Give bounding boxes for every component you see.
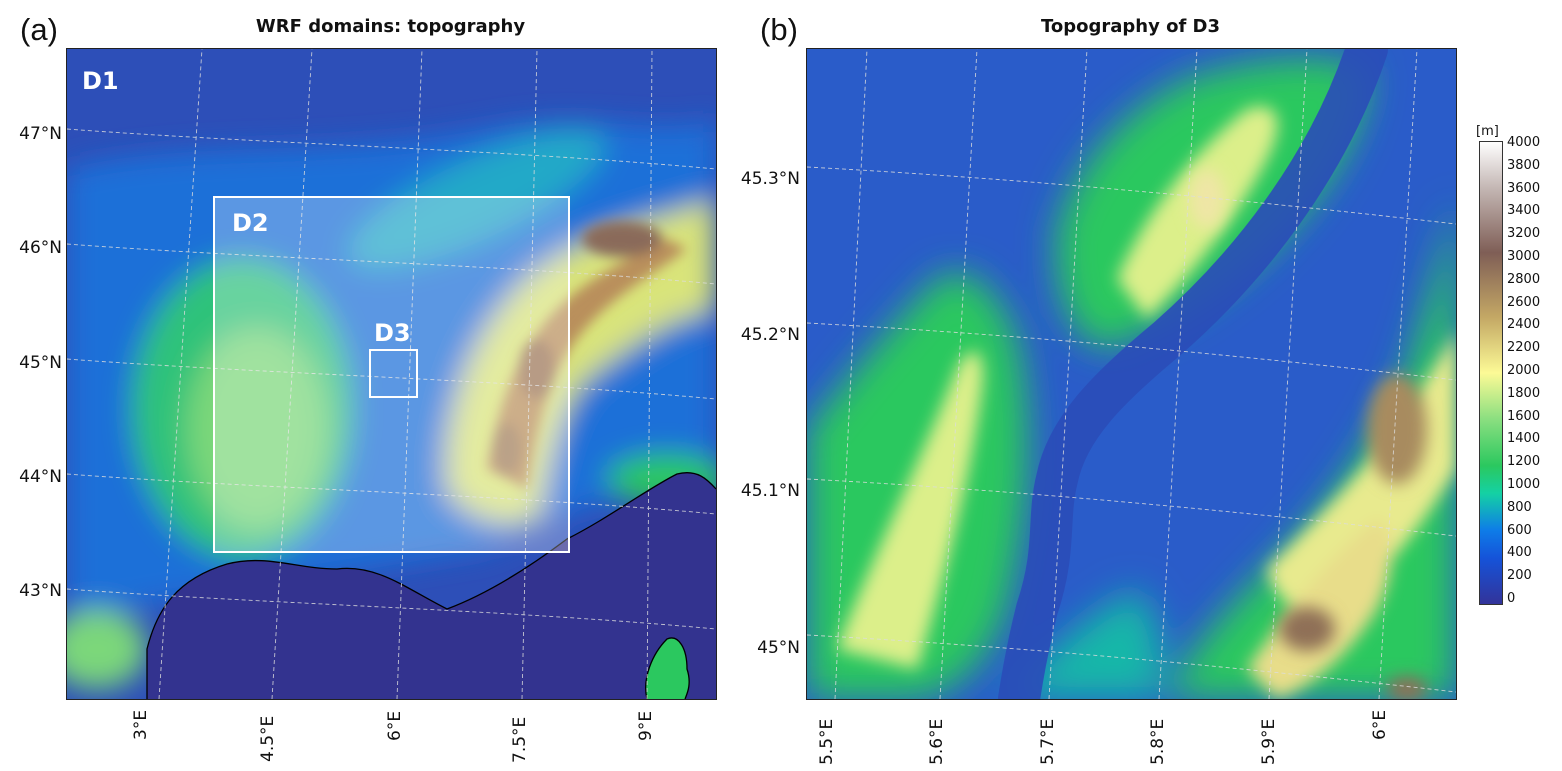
- colorbar-tick-label: 3400: [1507, 203, 1541, 219]
- colorbar-tick-label: 200: [1507, 568, 1532, 584]
- colorbar-tick-label: 1400: [1507, 431, 1541, 447]
- colorbar-unit: [m]: [1476, 124, 1499, 139]
- lon-label-9e: 9°E: [636, 710, 656, 741]
- lat-label-47: 47°N: [19, 124, 62, 144]
- lat-label-45-2: 45.2°N: [740, 325, 800, 345]
- panel-b-title: Topography of D3: [1040, 16, 1221, 37]
- colorbar-tick-label: 1600: [1507, 408, 1541, 424]
- lon-label-7-5e: 7.5°E: [510, 716, 530, 763]
- d2-label: D2: [232, 209, 269, 237]
- colorbar-tick-label: 400: [1507, 545, 1532, 561]
- colorbar-tick-label: 3600: [1507, 180, 1541, 196]
- colorbar-tick-label: 4000: [1507, 135, 1541, 150]
- map-panel-b: [806, 48, 1457, 700]
- lon-label-6e: 6°E: [385, 710, 405, 741]
- lon-label-5-7e: 5.7°E: [1038, 718, 1058, 765]
- panel-b-letter: (b): [760, 12, 798, 47]
- d3-label: D3: [374, 319, 411, 347]
- lat-label-45: 45°N: [19, 353, 62, 373]
- colorbar-tick-label: 2600: [1507, 294, 1541, 310]
- colorbar-tick-label: 1200: [1507, 454, 1541, 470]
- topography-map-a: [67, 49, 716, 699]
- colorbar-tick-label: 1800: [1507, 385, 1541, 401]
- map-panel-a: D1 D2 D3: [66, 48, 717, 700]
- d2-domain-box: [213, 196, 570, 553]
- lon-label-5-9e: 5.9°E: [1259, 718, 1279, 765]
- lat-label-45-3: 45.3°N: [740, 169, 800, 189]
- topography-map-b: [807, 49, 1456, 699]
- lon-label-5-5e: 5.5°E: [817, 718, 837, 765]
- colorbar-tick-label: 3200: [1507, 226, 1541, 242]
- colorbar-tick-label: 2000: [1507, 363, 1541, 378]
- panel-a-letter: (a): [20, 12, 58, 47]
- colorbar-tick-label: 600: [1507, 522, 1532, 538]
- d3-domain-box: [369, 349, 418, 398]
- panel-a-title: WRF domains: topography: [255, 16, 526, 37]
- d1-label: D1: [82, 67, 119, 95]
- colorbar-tick-label: 2800: [1507, 271, 1541, 287]
- lon-label-5-8e: 5.8°E: [1148, 718, 1168, 765]
- lon-label-4-5e: 4.5°E: [258, 715, 278, 762]
- colorbar-tick-label: 0: [1507, 591, 1516, 606]
- colorbar-tick-label: 800: [1507, 499, 1532, 515]
- colorbar-tick-label: 1000: [1507, 477, 1541, 492]
- lat-label-45-1: 45.1°N: [740, 481, 800, 501]
- colorbar-tick-label: 2400: [1507, 317, 1541, 333]
- lon-label-5-6e: 5.6°E: [927, 718, 947, 765]
- colorbar-tick-label: 2200: [1507, 340, 1541, 356]
- lat-label-46: 46°N: [19, 238, 62, 258]
- lon-label-6-0e: 6°E: [1370, 709, 1390, 740]
- lat-label-43: 43°N: [19, 581, 62, 601]
- colorbar: [1479, 141, 1503, 605]
- lat-label-44: 44°N: [19, 467, 62, 487]
- colorbar-tick-label: 3800: [1507, 157, 1541, 173]
- lat-label-45-0: 45°N: [757, 638, 800, 658]
- lon-label-3e: 3°E: [131, 709, 151, 740]
- colorbar-tick-label: 3000: [1507, 249, 1541, 264]
